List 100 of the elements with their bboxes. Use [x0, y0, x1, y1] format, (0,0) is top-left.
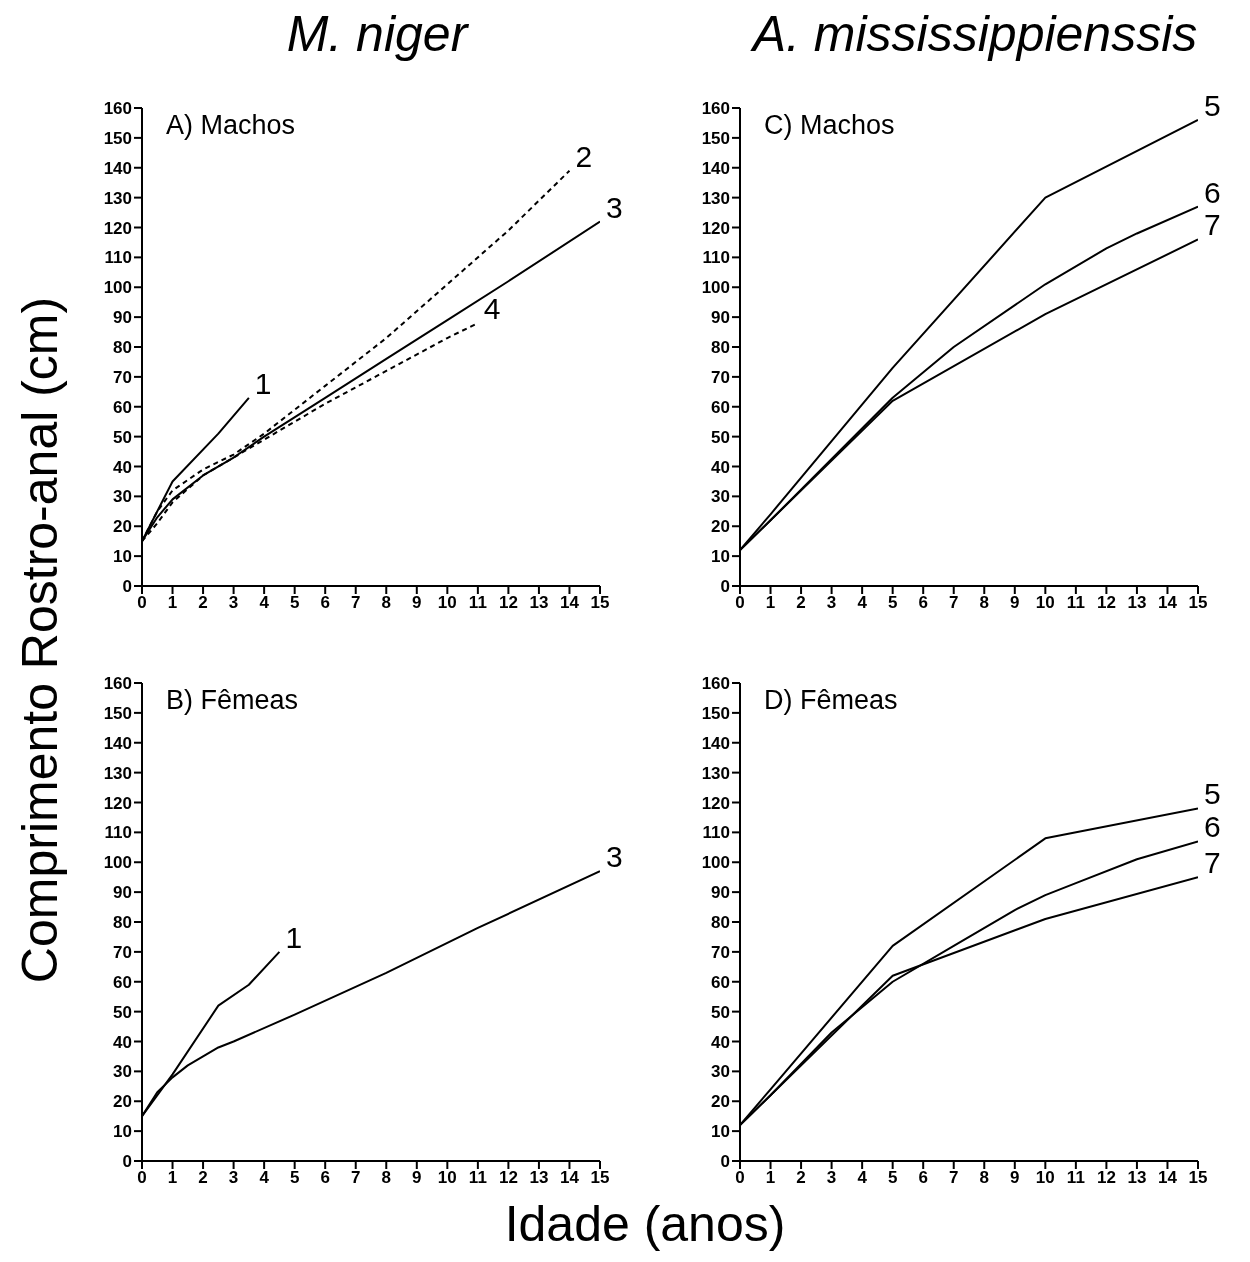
y-tick-label: 40 [113, 457, 132, 477]
y-tick-label: 140 [103, 733, 132, 753]
x-tick-label: 3 [228, 1168, 239, 1188]
series-label: 2 [575, 139, 593, 173]
x-tick-label: 15 [590, 1168, 610, 1188]
x-tick-label: 8 [381, 1168, 391, 1188]
x-tick-label: 12 [1096, 593, 1116, 613]
x-tick-label: 9 [412, 1168, 422, 1188]
x-tick-label: 9 [1010, 593, 1020, 613]
y-tick-label: 60 [113, 397, 132, 417]
x-tick-label: 0 [735, 593, 745, 613]
x-tick-label: 6 [320, 1168, 330, 1188]
chart-subtitle: A) Machos [166, 110, 296, 141]
x-tick-label: 4 [259, 1168, 270, 1188]
y-tick-label: 50 [113, 427, 132, 447]
x-tick-label: 12 [498, 593, 518, 613]
x-tick-label: 2 [198, 593, 208, 613]
x-tick-label: 7 [351, 1168, 361, 1188]
x-tick-label: 0 [735, 1168, 745, 1188]
x-tick-label: 5 [887, 1168, 898, 1188]
y-tick-label: 70 [113, 367, 132, 387]
y-tick-label: 80 [113, 338, 132, 358]
x-tick-label: 6 [320, 593, 330, 613]
y-tick-label: 50 [711, 1002, 730, 1022]
y-tick-label: 0 [720, 577, 730, 597]
chart-title: M. niger [285, 5, 470, 63]
series-label: 4 [483, 292, 501, 326]
x-tick-label: 6 [918, 1168, 928, 1188]
series-label: 3 [606, 190, 623, 224]
y-tick-label: 30 [113, 1062, 132, 1082]
y-tick-label: 100 [103, 853, 132, 873]
y-tick-label: 60 [711, 972, 730, 992]
series-label: 7 [1204, 846, 1221, 880]
y-tick-label: 100 [103, 278, 132, 298]
x-tick-label: 1 [167, 593, 178, 613]
x-tick-label: 15 [1188, 593, 1208, 613]
y-tick-label: 110 [702, 823, 730, 843]
y-tick-label: 60 [113, 972, 132, 992]
x-tick-label: 5 [289, 593, 300, 613]
chart-subtitle: C) Machos [764, 110, 895, 141]
y-tick-label: 140 [701, 733, 730, 753]
y-tick-label: 140 [103, 158, 132, 178]
x-tick-label: 0 [137, 593, 147, 613]
x-tick-label: 2 [198, 1168, 208, 1188]
y-tick-label: 20 [711, 517, 730, 537]
x-tick-label: 4 [259, 593, 270, 613]
series-label: 5 [1204, 88, 1221, 122]
y-tick-label: 80 [711, 338, 730, 358]
x-tick-label: 11 [1066, 593, 1085, 613]
y-tick-label: 40 [711, 457, 730, 477]
x-tick-label: 11 [468, 593, 487, 613]
x-tick-label: 8 [979, 1168, 989, 1188]
x-tick-label: 10 [437, 593, 457, 613]
x-tick-label: 8 [979, 593, 989, 613]
x-tick-label: 3 [826, 1168, 837, 1188]
y-tick-label: 120 [103, 218, 132, 238]
y-tick-label: 150 [701, 128, 730, 148]
x-tick-label: 10 [1035, 1168, 1055, 1188]
y-tick-label: 50 [113, 1002, 132, 1022]
y-axis-title: Comprimento Rostro-anal (cm) [11, 296, 69, 984]
x-tick-label: 5 [289, 1168, 300, 1188]
x-tick-label: 14 [560, 1168, 580, 1188]
y-tick-label: 150 [701, 703, 730, 723]
y-tick-label: 80 [711, 913, 730, 933]
y-tick-label: 50 [711, 427, 730, 447]
y-tick-label: 20 [113, 1092, 132, 1112]
x-tick-label: 1 [167, 1168, 178, 1188]
x-tick-label: 4 [857, 1168, 868, 1188]
x-tick-label: 11 [1066, 1168, 1085, 1188]
x-tick-label: 7 [351, 593, 361, 613]
x-tick-label: 2 [796, 1168, 806, 1188]
x-tick-label: 0 [137, 1168, 147, 1188]
chart-title: A. mississippienssis [749, 5, 1199, 63]
x-tick-label: 14 [1158, 1168, 1178, 1188]
y-tick-label: 10 [711, 547, 730, 567]
y-tick-label: 70 [711, 942, 730, 962]
y-tick-label: 120 [701, 218, 730, 238]
y-tick-label: 10 [711, 1122, 730, 1142]
y-tick-label: 150 [103, 703, 132, 723]
y-tick-label: 10 [113, 1122, 132, 1142]
y-tick-label: 10 [113, 547, 132, 567]
y-tick-label: 30 [711, 1062, 730, 1082]
y-tick-label: 130 [701, 188, 730, 208]
series-label: 1 [254, 366, 272, 400]
y-tick-label: 120 [701, 793, 730, 813]
x-tick-label: 12 [1096, 1168, 1116, 1188]
y-tick-label: 110 [104, 248, 132, 268]
x-tick-label: 13 [1127, 1168, 1147, 1188]
series-label: 1 [285, 920, 303, 954]
y-tick-label: 20 [711, 1092, 730, 1112]
y-tick-label: 70 [711, 367, 730, 387]
x-tick-label: 9 [1010, 1168, 1020, 1188]
x-tick-label: 2 [796, 593, 806, 613]
x-tick-label: 3 [826, 593, 837, 613]
x-tick-label: 15 [590, 593, 610, 613]
y-tick-label: 160 [701, 674, 730, 694]
y-tick-label: 30 [113, 487, 132, 507]
y-tick-label: 90 [711, 308, 730, 328]
series-label: 7 [1204, 208, 1221, 242]
series-label: 6 [1204, 810, 1221, 844]
